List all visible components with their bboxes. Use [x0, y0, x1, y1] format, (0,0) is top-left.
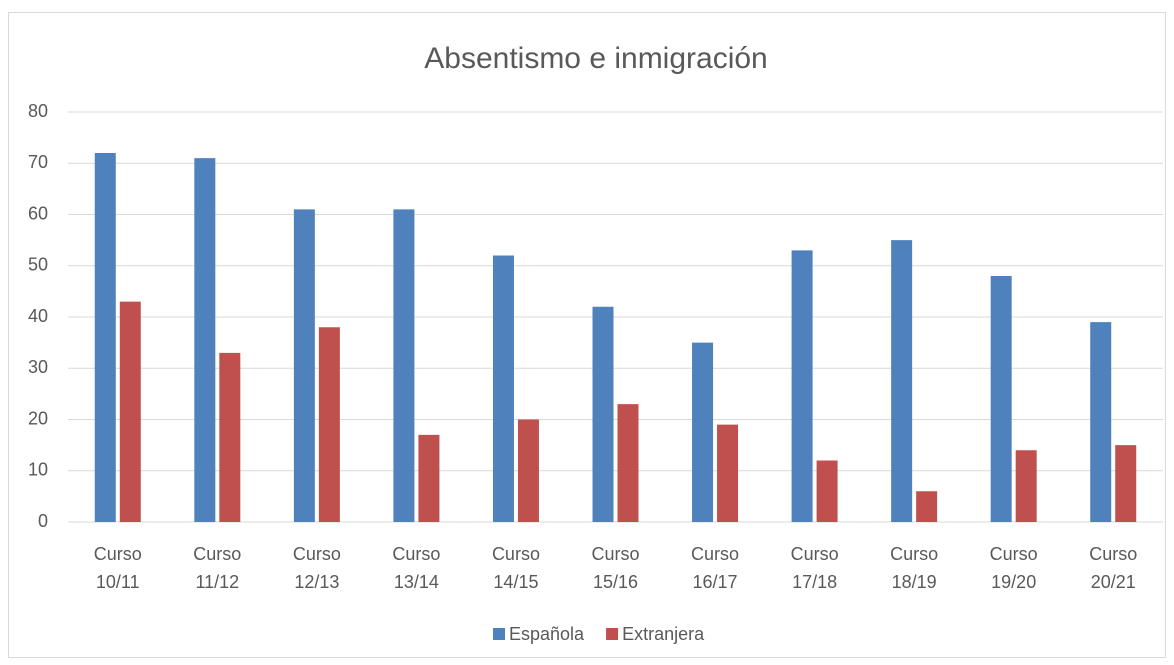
legend-label: Extranjera	[622, 624, 705, 644]
bar	[916, 491, 938, 522]
bar	[990, 276, 1012, 522]
bar	[617, 404, 639, 522]
bar	[816, 460, 838, 522]
x-tick-label: Curso 16/17	[691, 544, 739, 592]
y-tick-label: 10	[28, 460, 48, 480]
x-tick-label: Curso 14/15	[492, 544, 540, 592]
legend-label: Española	[509, 624, 585, 644]
x-tick-label: Curso 11/12	[193, 544, 241, 592]
y-tick-label: 60	[28, 203, 48, 223]
y-tick-label: 30	[28, 357, 48, 377]
bar	[891, 240, 913, 522]
y-tick-label: 40	[28, 306, 48, 326]
x-tick-label: Curso 13/14	[392, 544, 440, 592]
bar	[219, 352, 241, 522]
bar	[418, 434, 440, 522]
bar	[119, 301, 141, 522]
bar	[517, 419, 539, 522]
x-tick-label: Curso 17/18	[791, 544, 839, 592]
x-tick-label: Curso 19/20	[990, 544, 1038, 592]
legend-swatch	[606, 628, 619, 640]
x-tick-label: Curso 15/16	[591, 544, 639, 592]
legend-swatch	[493, 628, 505, 640]
bar	[393, 209, 415, 522]
x-tick-label: Curso 12/13	[293, 544, 341, 592]
bar	[318, 327, 340, 522]
bar	[692, 342, 714, 522]
y-tick-label: 20	[28, 408, 48, 428]
y-tick-label: 50	[28, 255, 48, 275]
bar	[293, 209, 315, 522]
chart-title: Absentismo e inmigración	[424, 42, 768, 75]
x-tick-label: Curso 20/21	[1089, 544, 1137, 592]
bar	[592, 306, 614, 522]
bar	[94, 153, 116, 522]
bar	[492, 255, 514, 522]
bar	[1115, 445, 1137, 522]
bar	[1090, 322, 1112, 522]
y-tick-label: 80	[28, 101, 48, 121]
x-tick-label: Curso 18/19	[890, 544, 938, 592]
bar	[717, 424, 739, 522]
bar	[791, 250, 813, 522]
bar	[1015, 450, 1037, 522]
y-tick-label: 70	[28, 152, 48, 172]
x-tick-label: Curso 10/11	[94, 544, 142, 592]
bar	[194, 158, 216, 522]
y-tick-label: 0	[38, 511, 48, 531]
